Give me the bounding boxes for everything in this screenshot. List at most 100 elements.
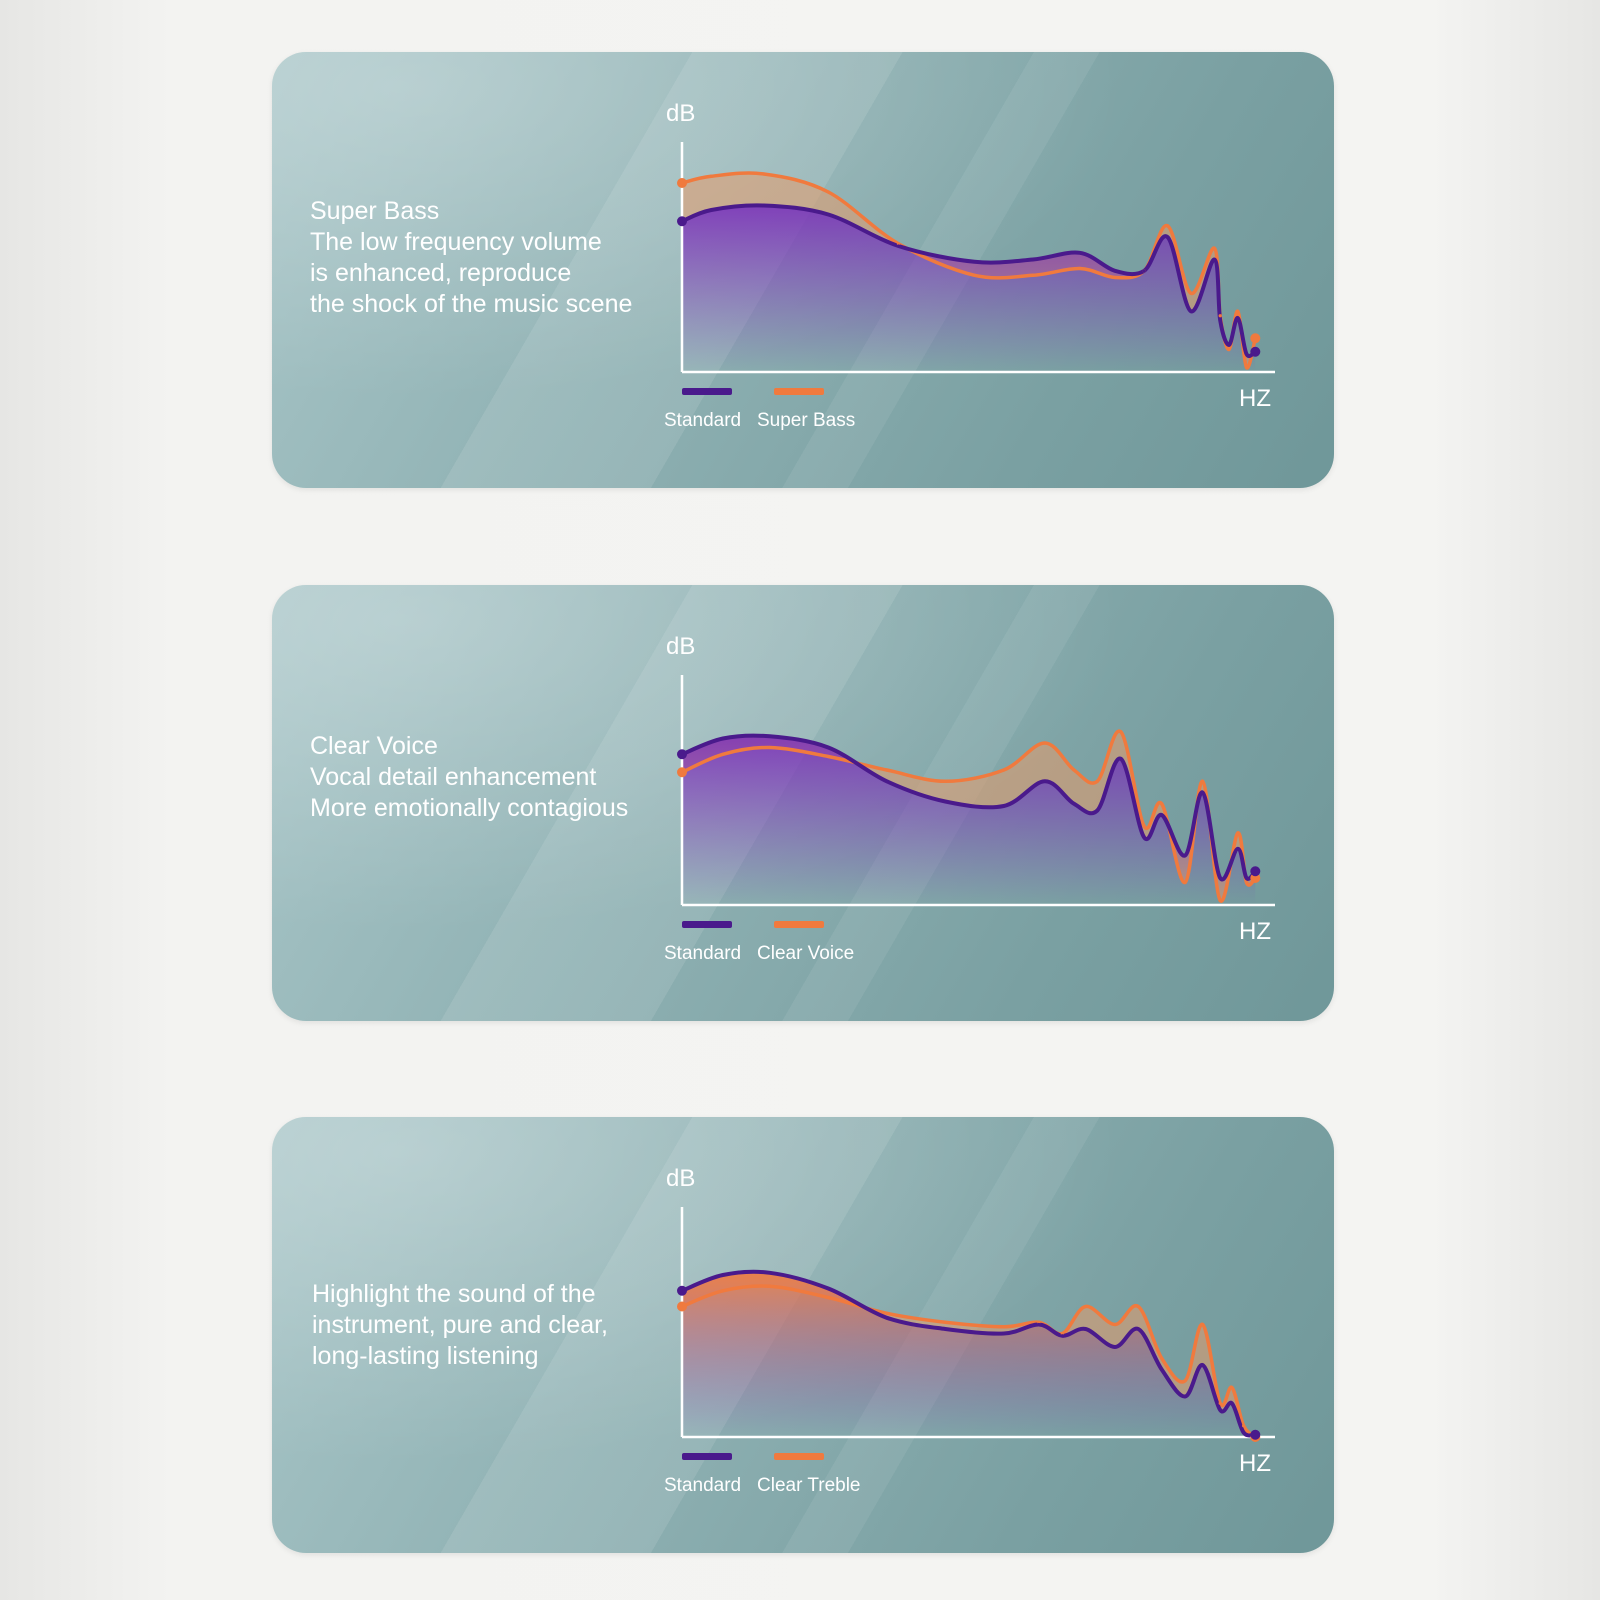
legend-swatch-standard — [682, 388, 732, 395]
data-point — [1113, 1322, 1117, 1327]
panel-description: Highlight the sound of the instrument, p… — [312, 1279, 608, 1372]
data-point — [721, 752, 725, 756]
data-point — [1113, 275, 1117, 280]
data-point — [943, 1320, 947, 1324]
series-start-dot — [677, 1285, 687, 1296]
legend-label-variant: Clear Treble — [757, 1475, 861, 1496]
data-point — [1084, 1327, 1088, 1331]
data-point — [709, 174, 713, 178]
description-line: The low frequency volume — [310, 228, 602, 256]
series-start-dot — [677, 749, 687, 760]
data-point — [1236, 309, 1240, 313]
data-point — [1060, 1331, 1064, 1336]
data-point — [1113, 269, 1117, 273]
data-point — [972, 273, 977, 277]
panel-description: Super Bass The low frequency volume is e… — [310, 196, 632, 320]
data-point — [1160, 813, 1164, 817]
data-point — [1142, 835, 1146, 840]
data-point — [1043, 779, 1047, 783]
data-point — [1095, 779, 1099, 783]
data-point — [826, 1295, 830, 1300]
data-point — [1201, 1363, 1205, 1367]
data-point — [1244, 352, 1249, 356]
data-point — [826, 754, 830, 759]
series-end-dot — [1250, 1429, 1261, 1440]
frequency-response-chart: dB HZ Standard Clear Treble — [664, 1165, 1275, 1496]
data-point — [1183, 853, 1187, 858]
data-point — [826, 190, 830, 194]
legend-swatch-variant — [774, 388, 824, 395]
data-point — [1201, 779, 1205, 783]
description-line: Vocal detail enhancement — [310, 763, 597, 791]
legend-swatch-standard — [682, 1453, 732, 1460]
data-point — [1043, 741, 1047, 745]
data-point — [972, 260, 977, 264]
series-start-dot — [677, 216, 687, 227]
legend-label-standard: Standard — [664, 410, 741, 431]
data-point — [826, 212, 830, 217]
data-point — [885, 1316, 889, 1320]
description-line: More emotionally contagious — [310, 794, 629, 822]
data-point — [1236, 831, 1240, 835]
legend-label-standard: Standard — [664, 943, 741, 964]
data-point — [943, 1327, 947, 1331]
data-point — [826, 1286, 830, 1291]
data-point — [1212, 257, 1216, 262]
data-point — [1230, 1401, 1234, 1405]
data-point — [1218, 1401, 1222, 1405]
data-point — [1218, 314, 1222, 318]
data-point — [762, 172, 766, 176]
standard-area-fill — [682, 1271, 1256, 1437]
data-point — [1244, 365, 1249, 370]
data-point — [1031, 257, 1035, 262]
data-point — [762, 203, 766, 208]
data-point — [885, 768, 889, 772]
panel-description: Clear Voice Vocal detail enhancement Mor… — [310, 731, 628, 824]
data-point — [1165, 235, 1170, 239]
data-point — [1218, 318, 1222, 322]
data-point — [943, 799, 947, 804]
data-point — [1183, 1394, 1187, 1399]
data-point — [721, 736, 725, 741]
data-point — [1227, 347, 1231, 352]
data-point — [1002, 768, 1006, 772]
description-line: the shock of the music scene — [310, 290, 633, 318]
data-point — [1212, 246, 1216, 250]
legend-label-standard: Standard — [664, 1475, 741, 1496]
legend-swatch-standard — [682, 921, 732, 928]
legend-label-variant: Clear Voice — [757, 943, 854, 964]
data-point — [1165, 224, 1170, 228]
x-axis-label: HZ — [1239, 918, 1271, 945]
data-point — [1136, 1327, 1140, 1331]
standard-area-fill — [682, 205, 1256, 372]
description-line: Clear Voice — [310, 732, 438, 760]
frequency-response-chart: dB HZ Standard Super Bass — [664, 100, 1275, 431]
y-axis-label: dB — [666, 100, 695, 127]
data-point — [1078, 266, 1082, 271]
data-point — [826, 745, 830, 750]
data-point — [1160, 802, 1164, 806]
data-point — [1244, 876, 1249, 880]
data-point — [1244, 880, 1249, 885]
data-point — [1084, 1304, 1088, 1309]
data-point — [1230, 1385, 1234, 1390]
data-point — [1002, 804, 1006, 808]
y-axis-label: dB — [666, 633, 695, 660]
data-point — [768, 1271, 772, 1275]
data-point — [1242, 1430, 1246, 1435]
data-point — [1227, 343, 1231, 347]
data-point — [709, 208, 713, 212]
data-point — [896, 244, 901, 248]
data-point — [1078, 251, 1082, 255]
data-point — [1072, 802, 1076, 806]
data-point — [1236, 847, 1240, 851]
x-axis-label: HZ — [1239, 385, 1271, 412]
series-end-dot — [1250, 346, 1261, 357]
data-point — [1142, 824, 1146, 828]
data-point — [1037, 1322, 1041, 1327]
series-end-dot — [1250, 333, 1261, 344]
data-point — [1095, 808, 1099, 813]
series-start-dot — [677, 1301, 687, 1312]
data-point — [768, 1284, 772, 1288]
